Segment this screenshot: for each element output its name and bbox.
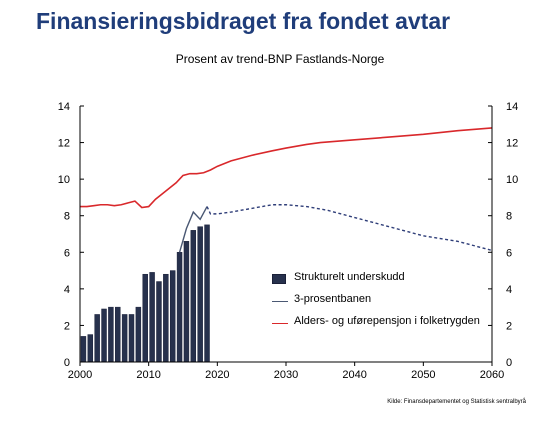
y-tick-label-left: 6 [64,247,70,259]
x-tick-label: 2040 [342,369,366,381]
bar-2014 [176,252,183,363]
bar-2012 [163,273,169,363]
y-tick-label-right: 12 [506,138,518,150]
legend-label: Alders- og uførepensjon i folketrygden [294,315,480,327]
bar-2002 [94,314,100,363]
bar-2017 [197,226,203,363]
y-tick-label-right: 6 [506,247,512,259]
y-tick-label-right: 4 [506,284,512,296]
bar-2010 [149,272,155,363]
legend-swatch-bar [272,274,286,284]
bar-2015 [183,241,190,363]
x-tick-label: 2030 [274,369,298,381]
x-tick-label: 2020 [205,369,229,381]
y-tick-label-left: 4 [64,284,70,296]
series-line-three-percent-dashed [206,204,493,252]
chart-subtitle: Prosent av trend-BNP Fastlands-Norge [175,52,385,66]
y-tick-label-right: 0 [506,357,512,369]
bar-2000 [80,336,87,363]
bar-2008 [135,306,142,363]
bar-2013 [169,270,176,363]
y-tick-label-left: 2 [64,320,70,332]
legend-swatch-line [272,323,288,324]
bar-2005 [115,306,121,363]
legend-label: 3-prosentbanen [294,293,372,305]
y-tick-label-right: 2 [506,320,512,332]
series-line-pension [80,127,493,209]
x-tick-label: 2010 [136,369,160,381]
bar-2003 [101,308,107,363]
x-tick-label: 2050 [411,369,435,381]
lines-layer [80,127,493,253]
bars-layer [80,224,210,363]
legend-label: Strukturelt underskudd [294,271,405,283]
bar-2011 [156,281,162,363]
bar-2018 [204,224,210,363]
y-tick-label-left: 12 [58,138,70,150]
y-tick-label-left: 10 [58,174,70,186]
legend-swatch-line [272,301,288,302]
y-tick-label-left: 8 [64,211,70,223]
y-tick-label-left: 0 [64,357,70,369]
bar-2009 [142,273,148,363]
bar-2007 [128,314,135,363]
axes-layer: 0 0 2 2 4 4 6 6 8 8 10 10 12 12 14 14 2000 2010 2020 2030 20… [58,101,519,381]
bar-2006 [121,314,128,363]
x-tick-label: 2000 [68,369,92,381]
page-title: Finansieringsbidraget fra fondet avtar [36,8,451,34]
bar-2004 [108,306,114,363]
y-tick-label-right: 10 [506,174,518,186]
y-tick-label-right: 8 [506,211,512,223]
x-tick-label: 2060 [480,369,504,381]
series-line-three-percent-solid [178,206,208,253]
bar-2016 [190,230,197,363]
bar-2001 [87,334,94,363]
y-tick-label-right: 14 [506,101,518,113]
y-tick-label-left: 14 [58,101,70,113]
source-note: Kilde: Finansdepartementet og Statistisk… [387,399,526,405]
